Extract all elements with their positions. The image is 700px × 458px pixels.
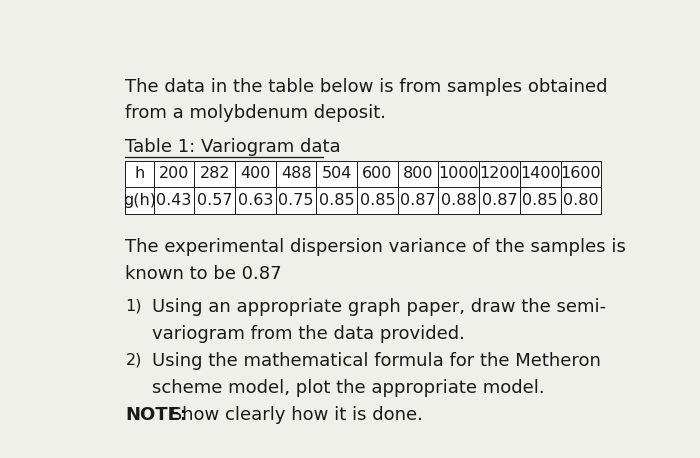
Bar bbox=[316, 187, 357, 213]
Text: 2): 2) bbox=[125, 352, 142, 367]
Text: 1000: 1000 bbox=[438, 166, 480, 181]
Text: 1200: 1200 bbox=[480, 166, 520, 181]
Text: from a molybdenum deposit.: from a molybdenum deposit. bbox=[125, 104, 386, 122]
Bar bbox=[357, 161, 398, 187]
Text: 0.87: 0.87 bbox=[482, 193, 517, 208]
Text: 0.85: 0.85 bbox=[522, 193, 558, 208]
Bar bbox=[480, 187, 520, 213]
Text: 1): 1) bbox=[125, 298, 142, 313]
Bar bbox=[125, 161, 154, 187]
Text: variogram from the data provided.: variogram from the data provided. bbox=[151, 325, 464, 343]
Text: The experimental dispersion variance of the samples is: The experimental dispersion variance of … bbox=[125, 238, 626, 256]
Bar bbox=[316, 161, 357, 187]
Bar bbox=[480, 161, 520, 187]
Text: NOTE:: NOTE: bbox=[125, 406, 188, 424]
Text: 488: 488 bbox=[281, 166, 312, 181]
Text: 0.57: 0.57 bbox=[197, 193, 232, 208]
Text: Using an appropriate graph paper, draw the semi-: Using an appropriate graph paper, draw t… bbox=[151, 298, 606, 316]
Bar bbox=[357, 187, 398, 213]
Text: 0.80: 0.80 bbox=[563, 193, 598, 208]
Text: The data in the table below is from samples obtained: The data in the table below is from samp… bbox=[125, 78, 608, 96]
Text: 600: 600 bbox=[363, 166, 393, 181]
Bar bbox=[154, 187, 195, 213]
Text: 504: 504 bbox=[321, 166, 352, 181]
Bar bbox=[276, 161, 316, 187]
Text: 282: 282 bbox=[199, 166, 230, 181]
Bar bbox=[398, 187, 438, 213]
Bar bbox=[195, 187, 235, 213]
Text: 1600: 1600 bbox=[561, 166, 601, 181]
Text: scheme model, plot the appropriate model.: scheme model, plot the appropriate model… bbox=[151, 379, 544, 397]
Text: 0.75: 0.75 bbox=[279, 193, 314, 208]
Bar bbox=[235, 161, 276, 187]
Bar bbox=[520, 187, 561, 213]
Bar bbox=[195, 161, 235, 187]
Bar bbox=[154, 161, 195, 187]
Text: Using the mathematical formula for the Metheron: Using the mathematical formula for the M… bbox=[151, 352, 601, 370]
Text: 0.43: 0.43 bbox=[156, 193, 192, 208]
Text: 0.85: 0.85 bbox=[319, 193, 355, 208]
Text: 1400: 1400 bbox=[520, 166, 561, 181]
Text: 800: 800 bbox=[403, 166, 433, 181]
Text: known to be 0.87: known to be 0.87 bbox=[125, 265, 282, 283]
Text: Show clearly how it is done.: Show clearly how it is done. bbox=[165, 406, 423, 424]
Bar bbox=[398, 161, 438, 187]
Text: 0.87: 0.87 bbox=[400, 193, 436, 208]
Text: h: h bbox=[134, 166, 145, 181]
Text: 0.88: 0.88 bbox=[441, 193, 477, 208]
Bar bbox=[276, 187, 316, 213]
Text: 0.85: 0.85 bbox=[360, 193, 395, 208]
Bar bbox=[561, 161, 601, 187]
Text: g(h): g(h) bbox=[123, 193, 156, 208]
Bar bbox=[235, 187, 276, 213]
Bar bbox=[438, 187, 480, 213]
Bar bbox=[125, 187, 154, 213]
Text: 200: 200 bbox=[159, 166, 189, 181]
Text: Table 1: Variogram data: Table 1: Variogram data bbox=[125, 138, 341, 156]
Text: 0.63: 0.63 bbox=[238, 193, 273, 208]
Bar bbox=[561, 187, 601, 213]
Bar bbox=[438, 161, 480, 187]
Text: 400: 400 bbox=[240, 166, 271, 181]
Bar bbox=[520, 161, 561, 187]
